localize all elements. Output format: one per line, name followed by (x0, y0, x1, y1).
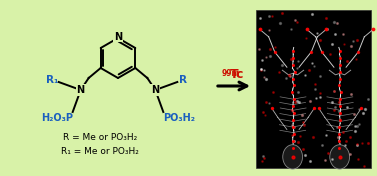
Ellipse shape (283, 145, 302, 169)
Point (336, 110, 342, 113)
Point (338, 91, 344, 94)
Point (337, 70, 343, 73)
Point (353, 58, 359, 61)
Point (337, 98, 343, 101)
Point (269, 107, 275, 110)
Point (316, 75, 322, 78)
Point (291, 101, 297, 104)
Point (263, 56, 269, 59)
Point (337, 119, 343, 121)
Point (356, 108, 362, 111)
Point (348, 45, 354, 47)
Point (323, 17, 329, 20)
Point (288, 28, 294, 30)
Point (289, 91, 295, 94)
Point (299, 114, 305, 117)
Point (354, 143, 360, 146)
Point (336, 84, 342, 87)
Point (290, 119, 296, 121)
Point (360, 111, 366, 114)
Point (291, 84, 297, 87)
Point (272, 51, 278, 53)
Point (283, 77, 289, 80)
Point (311, 83, 317, 86)
Point (295, 90, 301, 93)
Text: R = Me or PO₃H₂: R = Me or PO₃H₂ (63, 134, 137, 143)
Point (342, 143, 348, 146)
Point (260, 155, 266, 158)
Point (325, 151, 331, 154)
Point (291, 140, 297, 143)
Point (288, 57, 294, 60)
Point (263, 77, 269, 80)
Point (309, 62, 315, 65)
Point (343, 139, 349, 142)
Point (266, 101, 272, 104)
Point (356, 122, 362, 125)
Point (329, 157, 335, 160)
Point (333, 106, 339, 109)
Point (352, 125, 358, 128)
Point (314, 31, 320, 34)
Point (257, 17, 263, 20)
Point (291, 98, 297, 101)
Point (323, 28, 329, 31)
Point (334, 22, 340, 24)
Point (340, 130, 346, 133)
Point (256, 28, 262, 31)
Point (259, 59, 265, 61)
Point (347, 153, 353, 156)
Point (307, 100, 313, 103)
Point (355, 51, 361, 53)
Point (290, 56, 296, 59)
Point (297, 135, 303, 137)
Point (261, 75, 267, 78)
Point (340, 32, 346, 35)
Point (291, 70, 297, 73)
Point (286, 73, 292, 76)
Point (258, 69, 264, 72)
Point (331, 108, 337, 111)
Point (290, 124, 296, 126)
Text: R: R (179, 75, 187, 85)
Point (290, 77, 296, 80)
Point (256, 47, 262, 50)
Point (257, 68, 264, 71)
Point (259, 159, 265, 162)
Point (290, 139, 296, 142)
Point (290, 126, 296, 128)
Text: 99m: 99m (222, 68, 241, 77)
Point (341, 42, 347, 45)
Point (362, 108, 368, 110)
Point (306, 68, 312, 71)
Point (294, 100, 300, 103)
Point (294, 67, 300, 70)
Text: N: N (77, 85, 85, 95)
Text: Tc: Tc (230, 68, 244, 81)
Point (371, 28, 377, 31)
Point (359, 141, 365, 144)
Point (319, 51, 325, 53)
Point (277, 21, 283, 24)
Point (361, 165, 367, 167)
Point (317, 92, 323, 95)
Point (272, 46, 278, 49)
Point (295, 59, 301, 62)
Point (317, 39, 323, 42)
Point (291, 112, 297, 115)
Point (351, 113, 357, 115)
Point (291, 133, 297, 135)
Point (354, 124, 360, 127)
Point (336, 101, 342, 104)
Point (327, 52, 333, 55)
Point (331, 89, 337, 92)
Point (336, 139, 342, 142)
Point (337, 105, 343, 108)
Point (290, 63, 296, 66)
Point (290, 49, 296, 52)
Point (343, 106, 349, 109)
Point (290, 105, 296, 108)
Point (337, 56, 343, 59)
Point (300, 120, 306, 123)
